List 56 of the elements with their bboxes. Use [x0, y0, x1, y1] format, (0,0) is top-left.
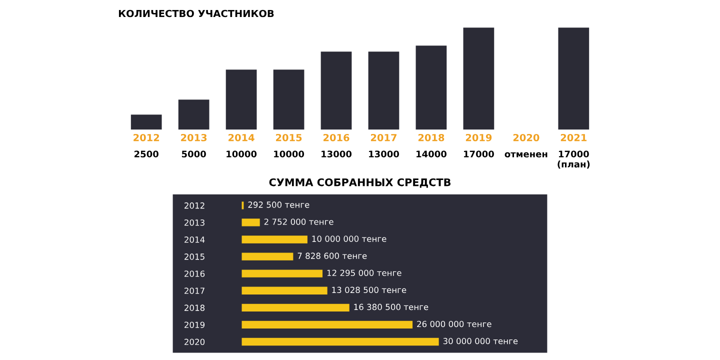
data-label: 10 000 000 тенге	[312, 236, 386, 242]
bar	[178, 100, 210, 130]
data-label: 10000	[274, 150, 304, 158]
y-tick-label: 2019	[184, 322, 205, 328]
y-tick-label: 2017	[184, 288, 204, 294]
bar	[368, 52, 400, 130]
data-label: 13000	[369, 150, 400, 158]
data-label: 17000	[464, 150, 494, 158]
bar	[242, 218, 260, 226]
bar	[242, 320, 413, 329]
data-label: 13 028 500 тенге	[332, 286, 406, 294]
data-label: 2 752 000 тенге	[264, 218, 334, 225]
bar	[242, 236, 308, 244]
bar	[242, 286, 328, 294]
bar	[273, 70, 304, 130]
data-label: 12 295 000 тенге	[327, 270, 402, 276]
x-tick-label: 2017	[370, 134, 396, 142]
bar	[242, 304, 350, 312]
x-tick-label: 2021	[560, 134, 587, 142]
data-label: 30 000 000 тенге	[443, 338, 518, 344]
x-tick-label: 2020	[513, 134, 540, 142]
bar	[320, 52, 352, 130]
bar	[242, 270, 323, 278]
y-tick-label: 2018	[184, 304, 205, 311]
y-tick-label: 2013	[184, 219, 204, 226]
x-tick-label: 2012	[134, 134, 160, 142]
data-label: 7 828 600 тенге	[298, 252, 367, 259]
bar	[226, 70, 257, 130]
data-label: 292 500 тенге	[248, 202, 310, 208]
data-label: 2500	[134, 150, 158, 158]
bar	[242, 338, 439, 346]
x-tick-label: 2014	[228, 134, 254, 142]
x-tick-label: 2016	[324, 134, 350, 142]
x-tick-label: 2015	[276, 134, 302, 142]
y-tick-label: 2020	[184, 338, 205, 346]
chart-title: КОЛИЧЕСТВО УЧАСТНИКОВ	[118, 10, 274, 18]
bar	[130, 114, 162, 130]
data-label: 16 380 500 тенге	[354, 304, 428, 310]
bar	[242, 252, 294, 260]
y-tick-label: 2016	[184, 270, 205, 277]
data-label: 17000 (план)	[558, 150, 590, 169]
x-tick-label: 2018	[418, 134, 444, 142]
text: отменен	[504, 152, 548, 158]
bar	[558, 28, 590, 130]
data-label: 5000	[182, 150, 206, 158]
y-tick-label: 2012	[184, 202, 204, 209]
data-label: 13000	[322, 150, 352, 158]
y-tick-label: 2015	[184, 254, 204, 260]
bar	[463, 28, 494, 130]
data-label: 14000	[416, 150, 446, 158]
chart-title: СУММА СОБРАННЫХ СРЕДСТВ	[269, 178, 451, 188]
x-tick-label: 2019	[466, 134, 492, 142]
data-label: 10000	[226, 150, 257, 158]
y-tick-label: 2014	[184, 236, 205, 243]
data-label: 26 000 000 тенге	[417, 320, 492, 328]
bar	[416, 46, 447, 130]
